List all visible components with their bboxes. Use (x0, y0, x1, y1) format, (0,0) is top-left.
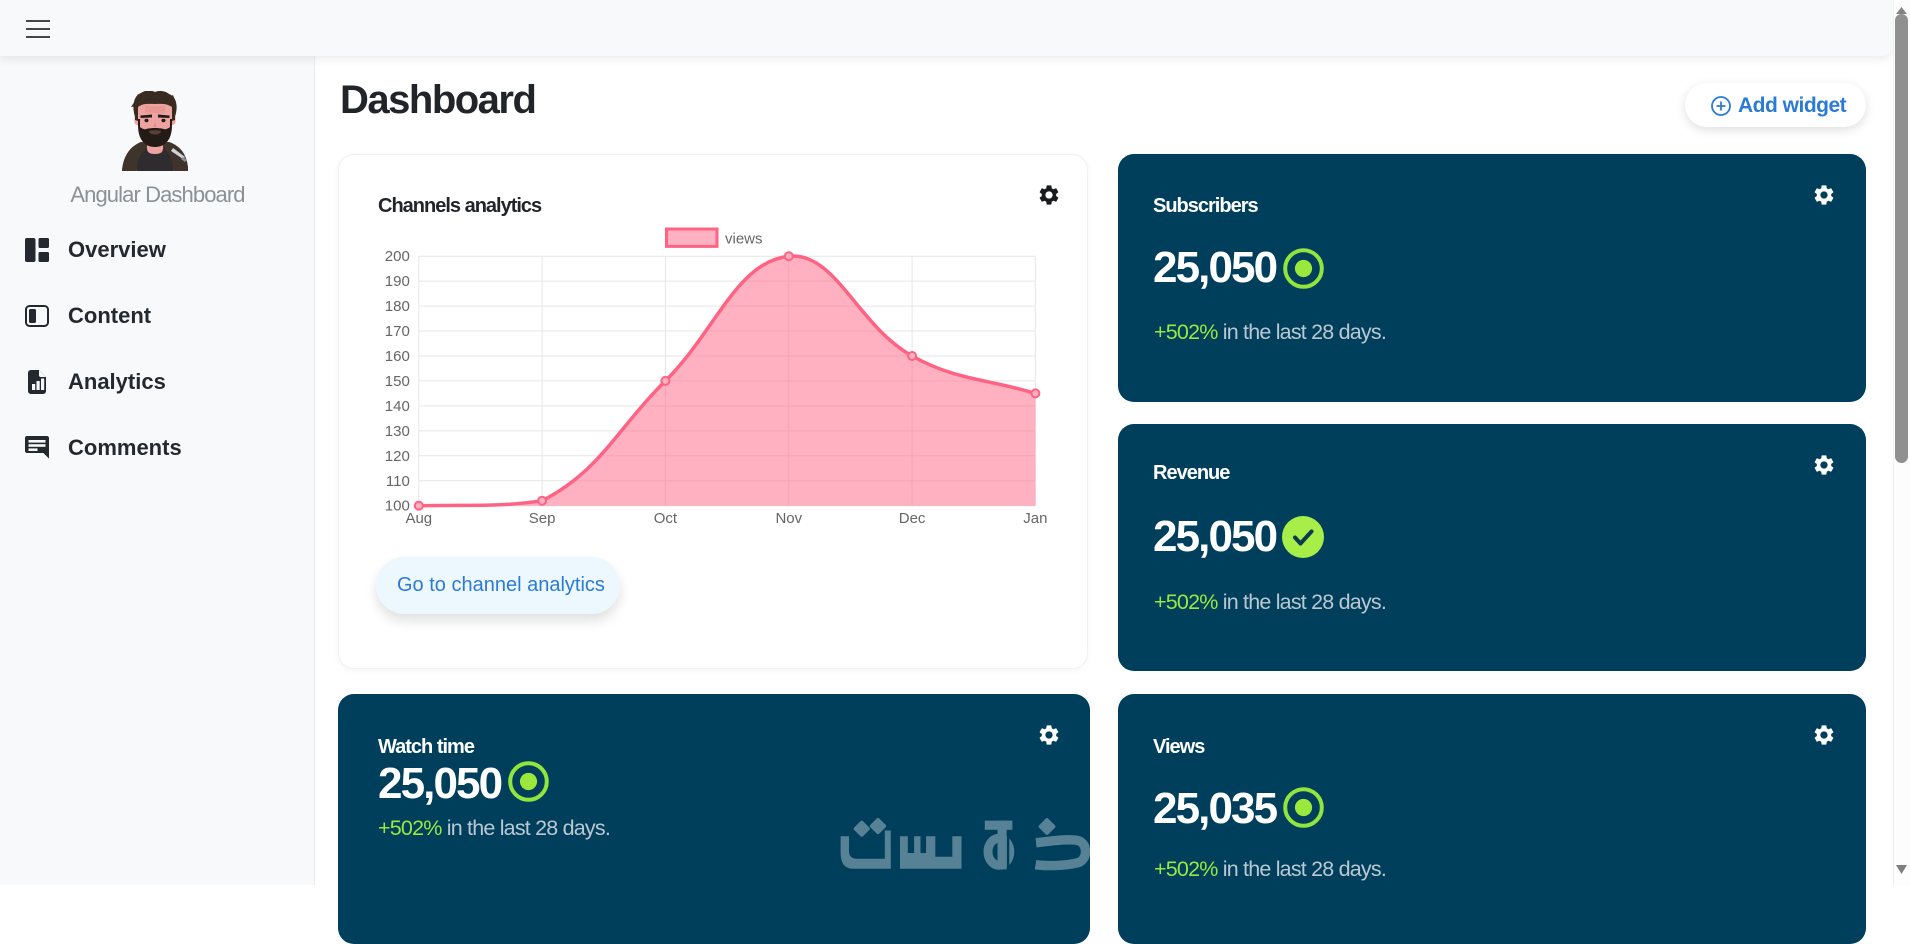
svg-text:110: 110 (386, 473, 410, 490)
svg-text:100: 100 (385, 498, 410, 515)
svg-text:160: 160 (385, 348, 410, 365)
svg-text:190: 190 (385, 273, 410, 290)
svg-text:Jan: Jan (1023, 510, 1047, 527)
svg-text:150: 150 (385, 373, 410, 390)
svg-text:200: 200 (385, 248, 410, 265)
svg-text:140: 140 (385, 398, 410, 415)
svg-text:Sep: Sep (529, 510, 556, 527)
svg-text:Oct: Oct (654, 510, 678, 527)
svg-text:Nov: Nov (775, 510, 802, 527)
svg-text:170: 170 (385, 323, 410, 340)
svg-text:Aug: Aug (405, 510, 432, 527)
svg-text:180: 180 (385, 298, 410, 315)
svg-text:views: views (725, 231, 763, 248)
svg-text:120: 120 (385, 448, 410, 465)
svg-text:130: 130 (385, 423, 410, 440)
svg-text:Dec: Dec (899, 510, 926, 527)
